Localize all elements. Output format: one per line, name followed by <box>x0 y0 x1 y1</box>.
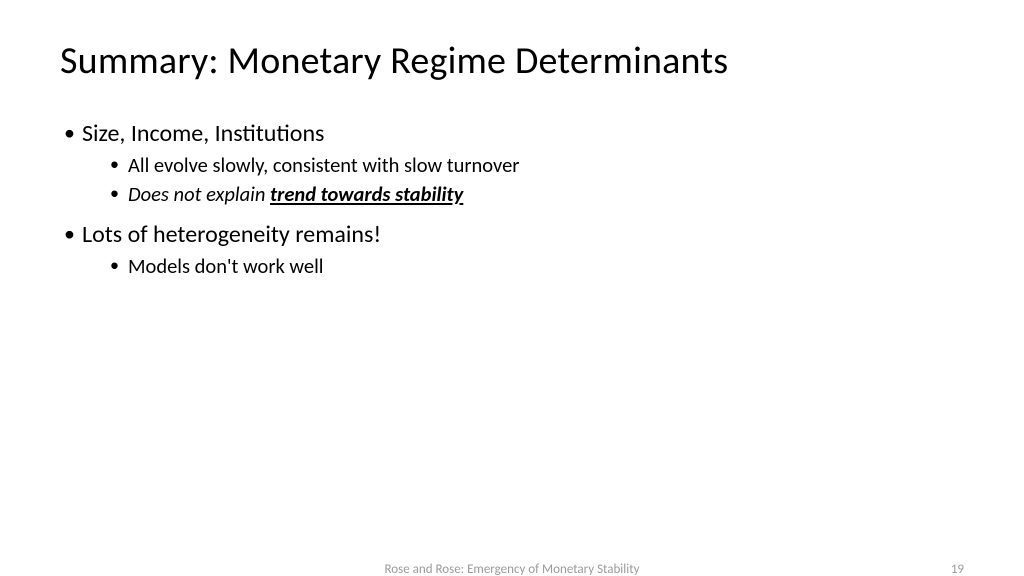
bullet-list-level2: All evolve slowly, consistent with slow … <box>82 152 964 208</box>
bullet-list-level1: Size, Income, Institutions All evolve sl… <box>60 118 964 281</box>
bullet-l1-item: Size, Income, Institutions All evolve sl… <box>60 118 964 209</box>
footer-page-number: 19 <box>951 562 964 576</box>
slide-container: Summary: Monetary Regime Determinants Si… <box>0 0 1024 576</box>
bullet-l2-item: Does not explain trend towards stability <box>108 181 964 209</box>
bullet-text: Size, Income, Institutions <box>82 119 324 148</box>
bullet-text: Lots of heterogeneity remains! <box>82 220 381 249</box>
bullet-text: Models don't work well <box>128 253 324 279</box>
bullet-l2-item: Models don't work well <box>108 253 964 281</box>
bullet-list-level2: Models don't work well <box>82 253 964 281</box>
bullet-text: All evolve slowly, consistent with slow … <box>128 152 519 178</box>
bullet-l1-item: Lots of heterogeneity remains! Models do… <box>60 219 964 281</box>
bullet-text-italic: Does not explain <box>128 181 270 207</box>
footer-center-text: Rose and Rose: Emergency of Monetary Sta… <box>385 562 640 576</box>
slide-title: Summary: Monetary Regime Determinants <box>60 38 964 84</box>
bullet-l2-item: All evolve slowly, consistent with slow … <box>108 152 964 180</box>
bullet-text-emphasis: trend towards stability <box>270 181 463 207</box>
